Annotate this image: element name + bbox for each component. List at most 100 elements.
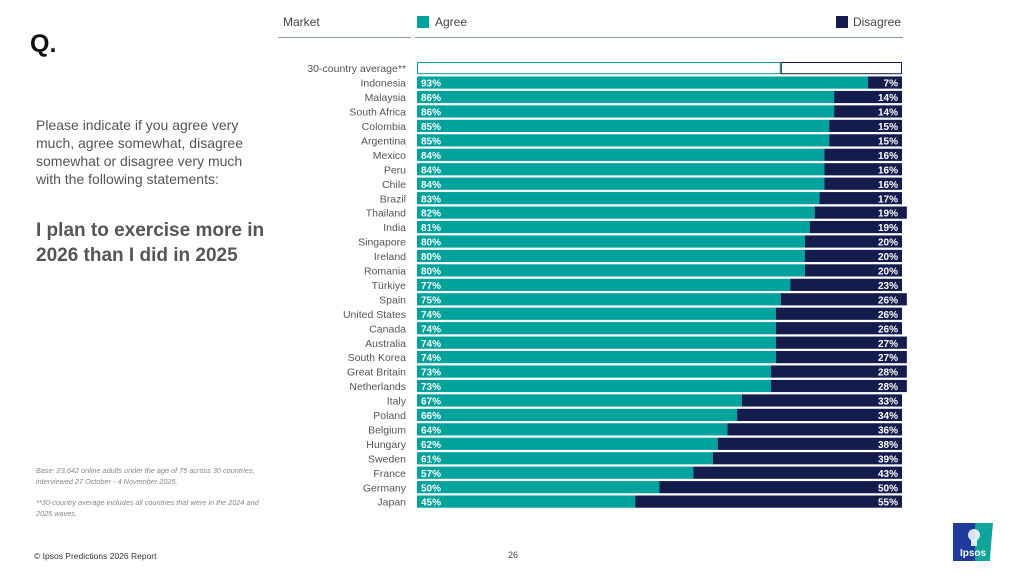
agree-value-label: 74%	[421, 310, 441, 321]
agree-value-label: 73%	[421, 368, 441, 379]
disagree-value-label: 16%	[878, 165, 898, 176]
market-label: Colombia	[362, 121, 407, 133]
market-label: Japan	[377, 497, 406, 509]
bar-agree	[417, 437, 718, 450]
disagree-value-label: 39%	[878, 454, 898, 465]
base-note: Base: 23,642 online adults under the age…	[36, 466, 255, 486]
market-label: Malaysia	[365, 92, 407, 104]
disagree-value-label: 16%	[878, 180, 898, 191]
agree-value-label: 75%	[421, 295, 441, 306]
agree-value-label: 82%	[421, 209, 441, 220]
bar-disagree	[693, 466, 902, 479]
market-column-header: Market	[283, 15, 320, 29]
market-label: Belgium	[368, 424, 406, 436]
bar-disagree	[780, 62, 902, 75]
agree-value-label: 50%	[421, 483, 441, 494]
disagree-value-label: 20%	[878, 252, 898, 263]
bar-disagree	[805, 264, 902, 277]
agree-value-label: 93%	[421, 79, 441, 90]
bar-disagree	[659, 481, 902, 494]
disagree-value-label: 50%	[878, 483, 898, 494]
bar-disagree	[824, 163, 902, 176]
bar-disagree	[775, 322, 902, 335]
market-label: 30-country average**	[307, 63, 406, 75]
bar-disagree	[775, 351, 907, 364]
bar-agree	[417, 394, 742, 407]
disagree-value-label: 16%	[878, 151, 898, 162]
bar-disagree	[824, 148, 902, 161]
agree-value-label: 77%	[421, 281, 441, 292]
market-label: Sweden	[368, 453, 406, 465]
legend-disagree-label: Disagree	[852, 15, 901, 29]
market-label: Thailand	[366, 208, 406, 220]
legend-header-divider	[415, 37, 903, 38]
market-label: Canada	[369, 323, 406, 335]
bar-disagree	[814, 206, 907, 219]
disagree-value-label: 26%	[878, 324, 898, 335]
market-label: Poland	[373, 410, 406, 422]
market-label: Türkiye	[372, 280, 407, 292]
logo-text: Ipsos	[960, 548, 987, 559]
bar-agree	[417, 119, 830, 132]
market-label: Indonesia	[360, 78, 406, 90]
market-label: Netherlands	[349, 381, 406, 393]
agree-value-label: 81%	[421, 223, 441, 234]
agree-value-label: 67%	[421, 397, 441, 408]
agree-value-label: 57%	[421, 469, 441, 480]
market-header-divider	[278, 37, 411, 38]
bar-disagree	[737, 408, 902, 421]
bar-disagree	[805, 249, 902, 263]
disagree-value-label: 20%	[878, 238, 898, 249]
bar-disagree	[775, 307, 902, 320]
agree-value-label: 86%	[421, 93, 441, 104]
logo-neck-icon	[971, 540, 977, 546]
page-number: 26	[508, 550, 519, 560]
market-label: India	[383, 222, 406, 234]
disagree-value-label: 15%	[878, 122, 898, 133]
bar-agree	[417, 307, 776, 320]
statement-text: I plan to exercise more in 2026 than I d…	[36, 220, 265, 266]
bar-agree	[417, 90, 835, 104]
disagree-value-label: 19%	[878, 223, 898, 234]
bar-agree	[417, 322, 776, 335]
bar-disagree	[635, 495, 902, 508]
disagree-value-label: 38%	[878, 440, 898, 451]
question-marker: Q.	[30, 30, 57, 58]
question-text: Please indicate if you agree very much, …	[36, 117, 243, 187]
disagree-value-label: 7%	[884, 79, 899, 90]
disagree-value-label: 23%	[878, 281, 898, 292]
agree-value-label: 83%	[421, 194, 441, 205]
ipsos-logo: Ipsos	[953, 523, 993, 561]
agree-value-label: 75%	[421, 64, 441, 75]
agree-value-label: 66%	[421, 411, 441, 422]
disagree-value-label: 36%	[878, 425, 898, 436]
bar-agree	[417, 148, 825, 161]
bar-agree	[417, 264, 805, 277]
market-label: Chile	[382, 179, 406, 191]
agree-value-label: 80%	[421, 267, 441, 278]
disagree-value-label: 19%	[878, 209, 898, 220]
bar-disagree	[809, 220, 902, 234]
disagree-value-label: 27%	[878, 353, 898, 364]
disagree-value-label: 15%	[878, 136, 898, 147]
bar-disagree	[805, 235, 902, 248]
agree-value-label: 84%	[421, 151, 441, 162]
agree-value-label: 62%	[421, 440, 441, 451]
bar-agree	[417, 365, 772, 378]
bar-disagree	[712, 452, 902, 465]
disagree-value-label: 34%	[878, 411, 898, 422]
bar-agree	[417, 495, 636, 508]
bar-agree	[417, 220, 810, 234]
market-label: Hungary	[366, 439, 406, 451]
market-label: Peru	[384, 164, 406, 176]
disagree-value-label: 14%	[878, 108, 898, 119]
legend-agree-swatch	[417, 16, 429, 28]
bar-agree	[417, 466, 694, 479]
bar-agree	[417, 452, 713, 465]
bar-disagree	[775, 336, 907, 349]
market-label: France	[373, 468, 406, 480]
market-label: Singapore	[358, 237, 406, 249]
bar-disagree	[790, 278, 902, 291]
disagree-value-label: 43%	[878, 469, 898, 480]
bar-disagree	[741, 394, 902, 407]
